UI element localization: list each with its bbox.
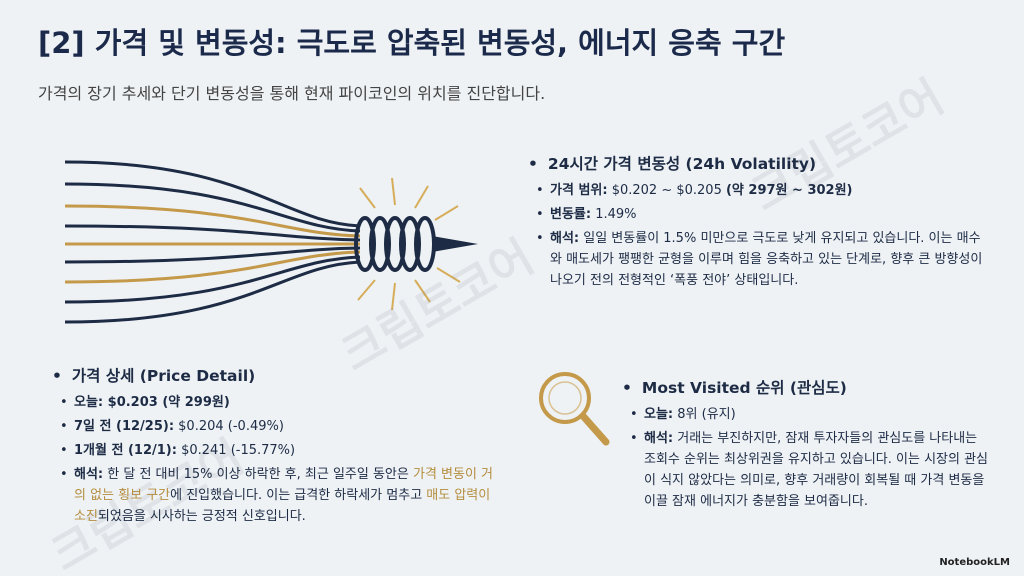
text-run: $0.202 ~ $0.205 — [607, 183, 726, 198]
converging-lines — [64, 160, 361, 324]
sparks — [357, 177, 461, 311]
bullet-list: 가격 범위: $0.202 ~ $0.205 (약 297원 ~ 302원) 변동… — [528, 180, 983, 291]
text-run: 되었음을 시사하는 긍정적 신호입니다. — [97, 509, 306, 524]
spring — [354, 216, 436, 272]
bullet-item: 1개월 전 (12/1): $0.241 (-15.77%) — [60, 440, 502, 461]
arrow-tip — [432, 236, 478, 252]
text-run: 매도 압력이 소진 — [74, 488, 491, 524]
bullet-item: 해석: 일일 변동률이 1.5% 미만으로 극도로 낮게 유지되고 있습니다. … — [536, 228, 983, 291]
text-run: (약 297원 ~ 302원) — [725, 183, 853, 198]
text-run: 오늘: — [644, 407, 674, 422]
slide-title: [2] 가격 및 변동성: 극도로 압축된 변동성, 에너지 응축 구간 — [38, 26, 786, 60]
bullet-item: 오늘: $0.203 (약 299원) — [60, 392, 502, 413]
slide-subtitle: 가격의 장기 추세와 단기 변동성을 통해 현재 파이코인의 위치를 진단합니다… — [38, 84, 546, 103]
section-heading: 가격 상세 (Price Detail) — [52, 364, 502, 386]
bullet-item: 가격 범위: $0.202 ~ $0.205 (약 297원 ~ 302원) — [536, 180, 983, 201]
text-run: 해석: — [644, 431, 674, 446]
text-run: 해석: — [550, 231, 580, 246]
text-run: $0.204 (-0.49%) — [174, 419, 284, 434]
text-run: 1개월 전 (12/1): — [74, 443, 177, 458]
text-run: 가격 변동이 거의 없는 횡보 구간 — [74, 467, 494, 503]
logo: NotebookLM — [939, 557, 1010, 568]
text-run: 오늘: $0.203 (약 299원) — [74, 395, 230, 410]
text-run: 가격 범위: — [550, 183, 608, 198]
text-run: 일일 변동률이 1.5% 미만으로 극도로 낮게 유지되고 있습니다. 이는 매… — [550, 231, 983, 288]
text-run: 1.49% — [591, 207, 637, 222]
magnifier — [539, 372, 610, 446]
text-run: $0.241 (-15.77%) — [176, 443, 296, 458]
most-visited-section: Most Visited 순위 (관심도) 오늘: 8위 (유지) 해석: 거래는… — [622, 376, 992, 515]
bullet-item: 해석: 한 달 전 대비 15% 이상 하락한 후, 최근 일주일 동안은 가격… — [60, 464, 502, 527]
text-run: 변동률: — [550, 207, 592, 222]
bullet-item: 변동률: 1.49% — [536, 204, 983, 225]
text-run: 7일 전 (12/25): — [74, 419, 175, 434]
bullet-item: 오늘: 8위 (유지) — [630, 404, 992, 425]
section-heading: 24시간 가격 변동성 (24h Volatility) — [528, 152, 983, 174]
price-detail-section: 가격 상세 (Price Detail) 오늘: $0.203 (약 299원)… — [52, 364, 502, 530]
bullet-item: 7일 전 (12/25): $0.204 (-0.49%) — [60, 416, 502, 437]
bullet-list: 오늘: $0.203 (약 299원) 7일 전 (12/25): $0.204 … — [52, 392, 502, 527]
bullet-item: 해석: 거래는 부진하지만, 잠재 투자자들의 관심도를 나타내는 조회수 순위… — [630, 428, 992, 512]
text-run: 거래는 부진하지만, 잠재 투자자들의 관심도를 나타내는 조회수 순위는 최상… — [644, 431, 989, 509]
text-run: 8위 (유지) — [673, 407, 736, 422]
text-run: 해석: — [74, 467, 104, 482]
text-run: 에 진입했습니다. 이는 급격한 하락세가 멈추고 — [170, 488, 427, 503]
volatility-section: 24시간 가격 변동성 (24h Volatility) 가격 범위: $0.2… — [528, 152, 983, 294]
bullet-list: 오늘: 8위 (유지) 해석: 거래는 부진하지만, 잠재 투자자들의 관심도를 … — [622, 404, 992, 512]
text-run: 한 달 전 대비 15% 이상 하락한 후, 최근 일주일 동안은 — [103, 467, 413, 482]
section-heading: Most Visited 순위 (관심도) — [622, 376, 992, 398]
